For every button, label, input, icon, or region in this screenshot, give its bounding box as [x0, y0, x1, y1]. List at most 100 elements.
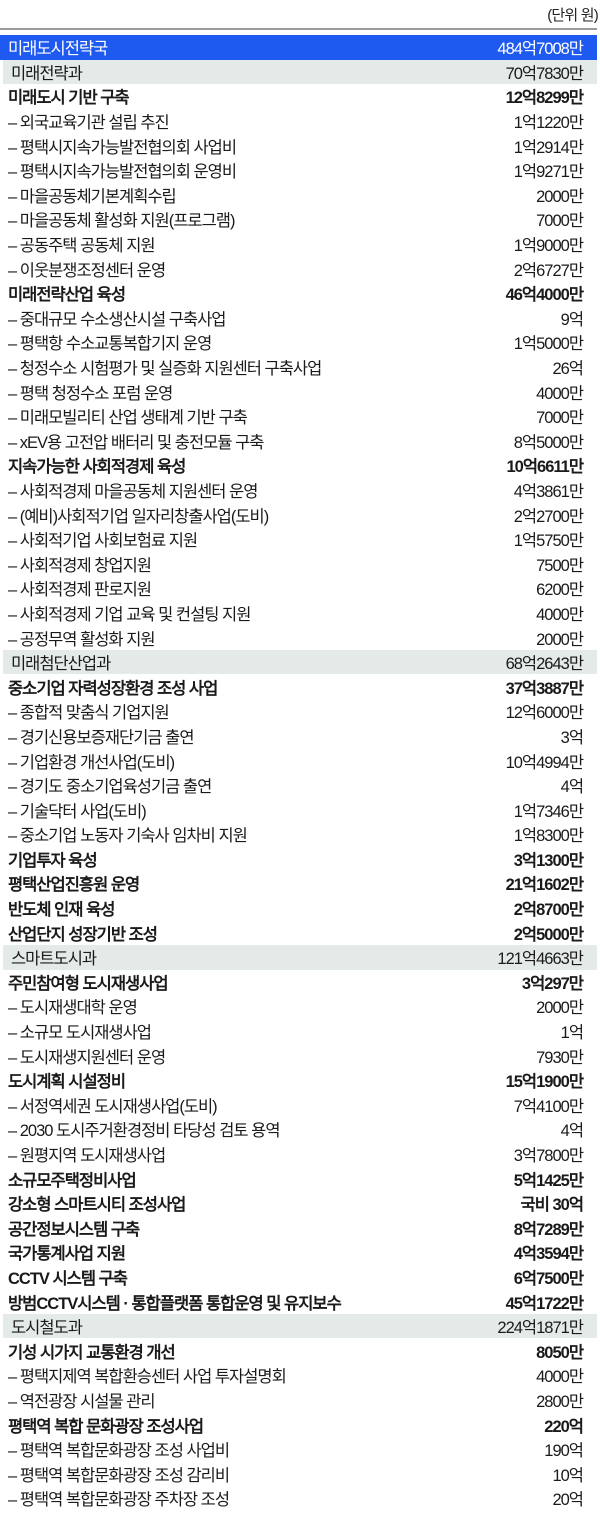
row-amount: 4000만: [536, 1368, 584, 1387]
row-label: 미래도시전략국: [8, 40, 108, 59]
program-row: 주민참여형 도시재생사업 3억297만: [0, 970, 597, 995]
item-row: – 평택역 복합문화광장 주차장 조성 20억: [0, 1486, 597, 1511]
item-row: – 이웃분쟁조정센터 운영 2억6727만: [0, 256, 597, 281]
item-row: – 평택역 복합문화광장 조성 감리비 10억: [0, 1461, 597, 1486]
row-label: – 원평지역 도시재생사업: [8, 1147, 166, 1166]
department-row: 도시철도과 224억1871만: [3, 1313, 597, 1339]
program-row: 기성 시가지 교통환경 개선 8050만: [0, 1338, 597, 1363]
row-amount: 224억1871만: [497, 1319, 584, 1338]
row-amount: 121억4663만: [497, 950, 584, 969]
item-row: – 외국교육기관 설립 추진 1억1220만: [0, 109, 597, 134]
row-amount: 10억6611만: [506, 458, 584, 477]
row-amount: 6200만: [536, 581, 584, 600]
row-label: – 종합적 맞춤식 기업지원: [8, 704, 170, 723]
program-row: 평택산업진흥원 운영 21억1602만: [0, 871, 597, 896]
row-label: – 경기신용보증재단기금 출연: [8, 728, 195, 747]
row-label: CCTV 시스템 구축: [8, 1269, 128, 1288]
row-label: – 사회적기업 사회보험료 지원: [8, 532, 198, 551]
bureau-row: 미래도시전략국 484억7008만: [0, 35, 597, 60]
row-amount: 46억4000만: [505, 286, 584, 305]
row-label: 기업투자 육성: [8, 851, 98, 870]
row-amount: 220억: [544, 1417, 584, 1436]
row-label: – 평택지제역 복합환승센터 사업 투자설명회: [8, 1368, 287, 1387]
item-row: – 사회적경제 기업 교육 및 컨설팅 지원 4000만: [0, 601, 597, 626]
item-row: – 미래모빌리티 산업 생태계 기반 구축 7000만: [0, 404, 597, 429]
row-amount: 70억7830만: [505, 64, 584, 83]
row-label: – 2030 도시주거환경정비 타당성 검토 용역: [8, 1122, 281, 1141]
item-row: – 경기도 중소기업육성기금 출연 4억: [0, 773, 597, 798]
row-label: – 역전광장 시설물 관리: [8, 1392, 156, 1411]
row-amount: 2억8700만: [513, 901, 584, 920]
row-amount: 2000만: [536, 630, 584, 649]
row-amount: 9억: [560, 310, 584, 329]
row-amount: 2000만: [536, 999, 584, 1018]
item-row: – 기술닥터 사업(도비) 1억7346만: [0, 797, 597, 822]
row-label: 강소형 스마트시티 조성사업: [8, 1196, 186, 1215]
program-row: 소규모주택정비사업 5억1425만: [0, 1166, 597, 1191]
program-row: 산업단지 성장기반 조성 2억5000만: [0, 920, 597, 945]
item-row: – 사회적경제 창업지원 7500만: [0, 551, 597, 576]
department-row: 스마트도시과 121억4663만: [3, 944, 597, 970]
row-amount: 1억9000만: [513, 237, 584, 256]
row-label: 미래전략과: [11, 64, 83, 83]
item-row: – 역전광장 시설물 관리 2800만: [0, 1388, 597, 1413]
row-amount: 15억1900만: [505, 1073, 584, 1092]
item-row: – 평택 청정수소 포럼 운영 4000만: [0, 379, 597, 404]
row-amount: 1억2914만: [513, 138, 584, 157]
row-label: – 평택 청정수소 포럼 운영: [8, 384, 173, 403]
row-label: – 이웃분쟁조정센터 운영: [8, 261, 166, 280]
row-amount: 1억5750만: [513, 532, 584, 551]
row-label: – (예비)사회적기업 일자리창출사업(도비): [8, 507, 269, 526]
row-amount: 26억: [552, 360, 584, 379]
row-label: 스마트도시과: [11, 950, 97, 969]
program-row: 지속가능한 사회적경제 육성 10억6611만: [0, 453, 597, 478]
row-label: 도시철도과: [11, 1319, 83, 1338]
row-amount: 484억7008만: [497, 40, 584, 59]
row-label: – 기업환경 개선사업(도비): [8, 753, 175, 772]
item-row: – 경기신용보증재단기금 출연 3억: [0, 724, 597, 749]
item-row: – 기업환경 개선사업(도비) 10억4994만: [0, 748, 597, 773]
program-row: 미래도시 기반 구축 12억8299만: [0, 84, 597, 109]
row-amount: 4000만: [536, 384, 584, 403]
row-label: – xEV용 고전압 배터리 및 충전모듈 구축: [8, 433, 264, 452]
row-label: – 평택역 복합문화광장 주차장 조성: [8, 1491, 230, 1510]
item-row: – 사회적기업 사회보험료 지원 1억5750만: [0, 527, 597, 552]
item-row: – 2030 도시주거환경정비 타당성 검토 용역 4억: [0, 1117, 597, 1142]
row-label: – 평택역 복합문화광장 조성 사업비: [8, 1442, 230, 1461]
row-label: – 평택시지속가능발전협의회 사업비: [8, 138, 237, 157]
item-row: – 종합적 맞춤식 기업지원 12억6000만: [0, 699, 597, 724]
row-label: – 사회적경제 판로지원: [8, 581, 152, 600]
item-row: – 사회적경제 마을공동체 지원센터 운영 4억3861만: [0, 478, 597, 503]
item-row: – 청정수소 시험평가 및 실증화 지원센터 구축사업 26억: [0, 355, 597, 380]
row-amount: 1억5000만: [513, 335, 584, 354]
item-row: – 도시재생지원센터 운영 7930만: [0, 1043, 597, 1068]
department-row: 미래전략과 70억7830만: [3, 59, 597, 85]
row-label: 소규모주택정비사업: [8, 1171, 137, 1190]
row-label: – 도시재생지원센터 운영: [8, 1048, 166, 1067]
row-amount: 10억4994만: [505, 753, 584, 772]
item-row: – 공정무역 활성화 지원 2000만: [0, 625, 597, 650]
item-row: – 공동주택 공동체 지원 1억9000만: [0, 232, 597, 257]
row-label: 중소기업 자력성장환경 조성 사업: [8, 679, 218, 698]
row-label: – 미래모빌리티 산업 생태계 기반 구축: [8, 409, 248, 428]
row-label: – 청정수소 시험평가 및 실증화 지원센터 구축사업: [8, 360, 322, 379]
row-label: 미래첨단산업과: [11, 655, 111, 674]
item-row: – 평택항 수소교통복합기지 운영 1억5000만: [0, 330, 597, 355]
row-amount: 2000만: [536, 187, 584, 206]
row-amount: 3억: [560, 728, 584, 747]
row-amount: 21억1602만: [505, 876, 584, 895]
item-row: – xEV용 고전압 배터리 및 충전모듈 구축 8억5000만: [0, 429, 597, 454]
row-label: 기성 시가지 교통환경 개선: [8, 1343, 176, 1362]
row-label: 주민참여형 도시재생사업: [8, 974, 169, 993]
row-label: – 중대규모 수소생산시설 구축사업: [8, 310, 226, 329]
row-amount: 3억297만: [521, 974, 584, 993]
row-amount: 6억7500만: [513, 1269, 584, 1288]
program-row: 기업투자 육성 3억1300만: [0, 847, 597, 872]
row-amount: 1억9271만: [513, 163, 584, 182]
row-label: – 마을공동체기본계획수립: [8, 187, 177, 206]
row-amount: 7억4100만: [513, 1097, 584, 1116]
program-row: 방범CCTV시스템 · 통합플랫폼 통합운영 및 유지보수 45억1722만: [0, 1289, 597, 1314]
row-amount: 7000만: [536, 409, 584, 428]
row-label: 방범CCTV시스템 · 통합플랫폼 통합운영 및 유지보수: [8, 1294, 342, 1313]
row-amount: 1억: [560, 1024, 584, 1043]
